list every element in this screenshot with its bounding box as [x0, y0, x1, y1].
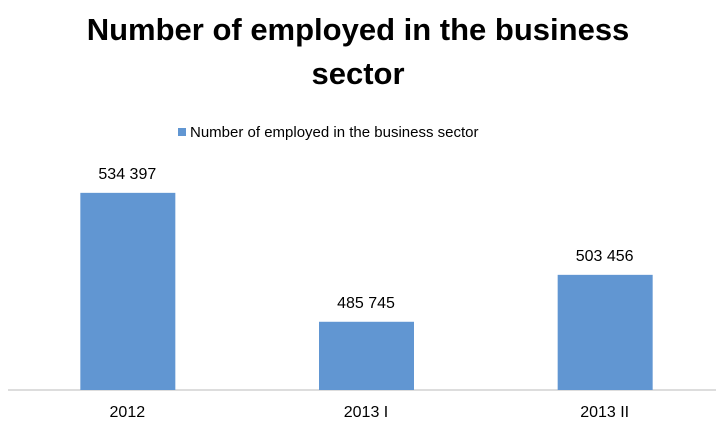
value-label: 503 456	[576, 248, 634, 265]
value-label: 485 745	[337, 295, 395, 312]
bar	[80, 192, 176, 390]
x-tick-label: 2012	[110, 404, 146, 421]
value-label: 534 397	[98, 166, 156, 183]
x-tick-label: 2013 II	[580, 404, 629, 421]
bar	[319, 321, 414, 390]
legend-swatch	[178, 128, 186, 136]
chart-title: Number of employed in the business secto…	[86, 12, 630, 91]
x-tick-label: 2013 I	[344, 404, 388, 421]
legend-label: Number of employed in the business secto…	[190, 124, 478, 141]
bar	[557, 274, 653, 390]
